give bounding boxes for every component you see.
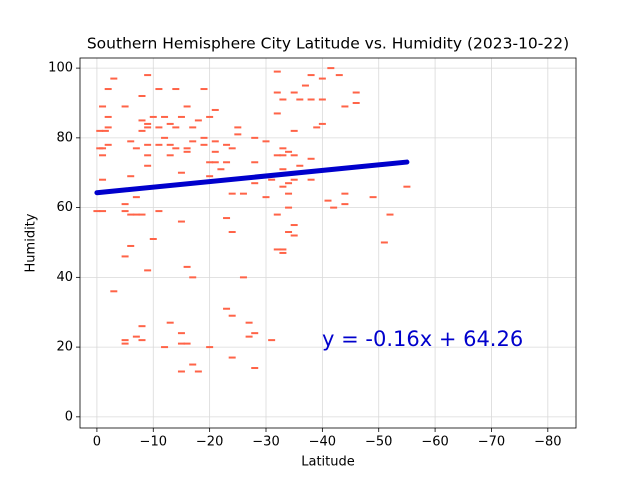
y-tick-label: 100 — [48, 61, 73, 76]
x-tick-label: −20 — [196, 435, 223, 450]
plot-frame — [79, 57, 577, 429]
x-tick-label: −10 — [140, 435, 167, 450]
x-tick-label: −70 — [478, 435, 505, 450]
y-tick-label: 80 — [56, 130, 73, 145]
x-tick-label: −40 — [309, 435, 336, 450]
x-tick-label: −50 — [365, 435, 392, 450]
y-axis-label: Humidity — [24, 213, 39, 272]
annotation: y = -0.16x + 64.26 — [322, 327, 523, 351]
chart-title: Southern Hemisphere City Latitude vs. Hu… — [87, 35, 569, 53]
x-tick-label: −30 — [252, 435, 279, 450]
x-tick-label: −80 — [534, 435, 561, 450]
x-tick-label: 0 — [93, 435, 101, 450]
regression-line — [94, 159, 410, 196]
y-tick-label: 0 — [65, 409, 73, 424]
x-axis-label: Latitude — [301, 455, 355, 470]
y-tick-label: 40 — [56, 270, 73, 285]
y-tick-label: 60 — [56, 200, 73, 215]
y-tick-label: 20 — [56, 340, 73, 355]
x-tick-label: −60 — [421, 435, 448, 450]
